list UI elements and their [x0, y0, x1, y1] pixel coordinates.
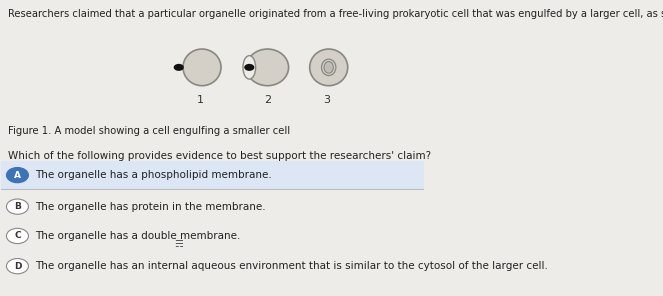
Circle shape — [7, 258, 29, 274]
FancyBboxPatch shape — [1, 253, 424, 279]
Circle shape — [7, 199, 29, 214]
Text: 2: 2 — [264, 95, 271, 105]
Text: A: A — [14, 170, 21, 180]
Circle shape — [7, 228, 29, 244]
Circle shape — [174, 64, 184, 71]
Text: D: D — [14, 262, 21, 271]
FancyBboxPatch shape — [1, 161, 424, 189]
Ellipse shape — [247, 49, 288, 86]
Text: The organelle has a double membrane.: The organelle has a double membrane. — [35, 231, 241, 241]
Ellipse shape — [310, 49, 347, 86]
Text: The organelle has protein in the membrane.: The organelle has protein in the membran… — [35, 202, 266, 212]
Text: B: B — [14, 202, 21, 211]
Text: 1: 1 — [196, 95, 204, 105]
Circle shape — [244, 64, 255, 71]
Text: The organelle has a phospholipid membrane.: The organelle has a phospholipid membran… — [35, 170, 272, 180]
Ellipse shape — [324, 62, 333, 73]
Text: The organelle has an internal aqueous environment that is similar to the cytosol: The organelle has an internal aqueous en… — [35, 261, 548, 271]
Circle shape — [7, 168, 29, 183]
FancyBboxPatch shape — [1, 223, 424, 249]
Text: Which of the following provides evidence to best support the researchers' claim?: Which of the following provides evidence… — [8, 151, 431, 161]
Text: 3: 3 — [323, 95, 330, 105]
Text: Researchers claimed that a particular organelle originated from a free-living pr: Researchers claimed that a particular or… — [8, 9, 663, 19]
Ellipse shape — [322, 59, 336, 75]
Text: C: C — [14, 231, 21, 240]
Text: Figure 1. A model showing a cell engulfing a smaller cell: Figure 1. A model showing a cell engulfi… — [8, 126, 290, 136]
Ellipse shape — [243, 56, 256, 79]
FancyBboxPatch shape — [1, 194, 424, 220]
Text: ☴: ☴ — [174, 239, 183, 249]
Ellipse shape — [183, 49, 221, 86]
